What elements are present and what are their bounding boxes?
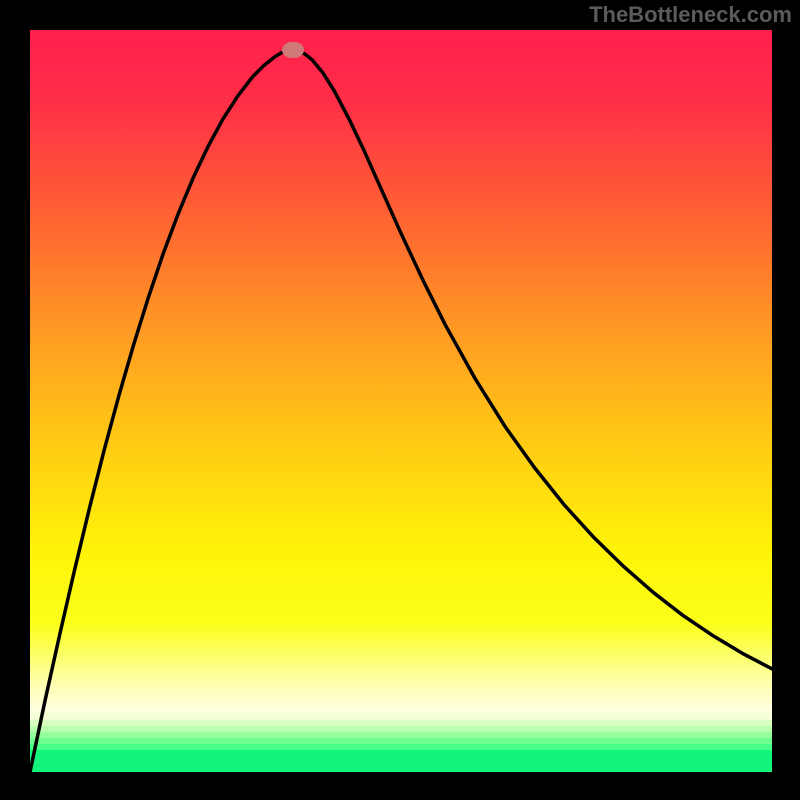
watermark-text: TheBottleneck.com <box>589 2 792 28</box>
plot-area <box>30 30 772 772</box>
bottleneck-curve <box>30 50 772 772</box>
chart-container: TheBottleneck.com <box>0 0 800 800</box>
dip-marker <box>282 42 304 58</box>
curve-svg <box>30 30 772 772</box>
